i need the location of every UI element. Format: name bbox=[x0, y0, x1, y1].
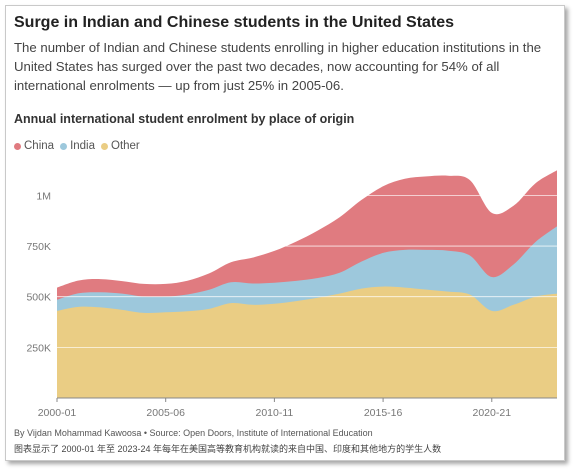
legend-swatch-india bbox=[60, 142, 68, 150]
legend: China India Other bbox=[14, 140, 140, 152]
x-tick-label: 2010-11 bbox=[256, 407, 294, 419]
legend-item-india: India bbox=[60, 140, 95, 152]
legend-swatch-other bbox=[101, 142, 108, 150]
legend-item-china: China bbox=[14, 140, 54, 152]
chart-title: Annual international student enrolment b… bbox=[14, 112, 355, 126]
y-tick-label: 500K bbox=[26, 292, 51, 304]
x-tick-label: 2005-06 bbox=[146, 407, 185, 419]
x-tick-label: 2000-01 bbox=[38, 407, 77, 419]
source-credit: By Vijdan Mohammad Kawoosa • Source: Ope… bbox=[14, 428, 373, 438]
area-other bbox=[57, 286, 557, 398]
legend-label-other: Other bbox=[111, 140, 140, 152]
x-tick-label: 2015-16 bbox=[364, 407, 403, 419]
x-tick-label: 2020-21 bbox=[473, 407, 512, 419]
y-tick-label: 750K bbox=[26, 241, 51, 253]
legend-swatch-china bbox=[14, 142, 21, 150]
legend-item-other: Other bbox=[101, 140, 140, 152]
y-tick-label: 1M bbox=[36, 190, 51, 202]
chart-subtitle: The number of Indian and Chinese student… bbox=[14, 40, 542, 93]
legend-label-china: China bbox=[24, 140, 55, 152]
y-tick-label: 250K bbox=[26, 342, 51, 354]
chart-headline: Surge in Indian and Chinese students in … bbox=[14, 14, 455, 31]
chart-caption: 图表显示了 2000-01 年至 2023-24 年每年在美国高等教育机构就读的… bbox=[14, 444, 442, 454]
legend-label-india: India bbox=[70, 140, 95, 152]
